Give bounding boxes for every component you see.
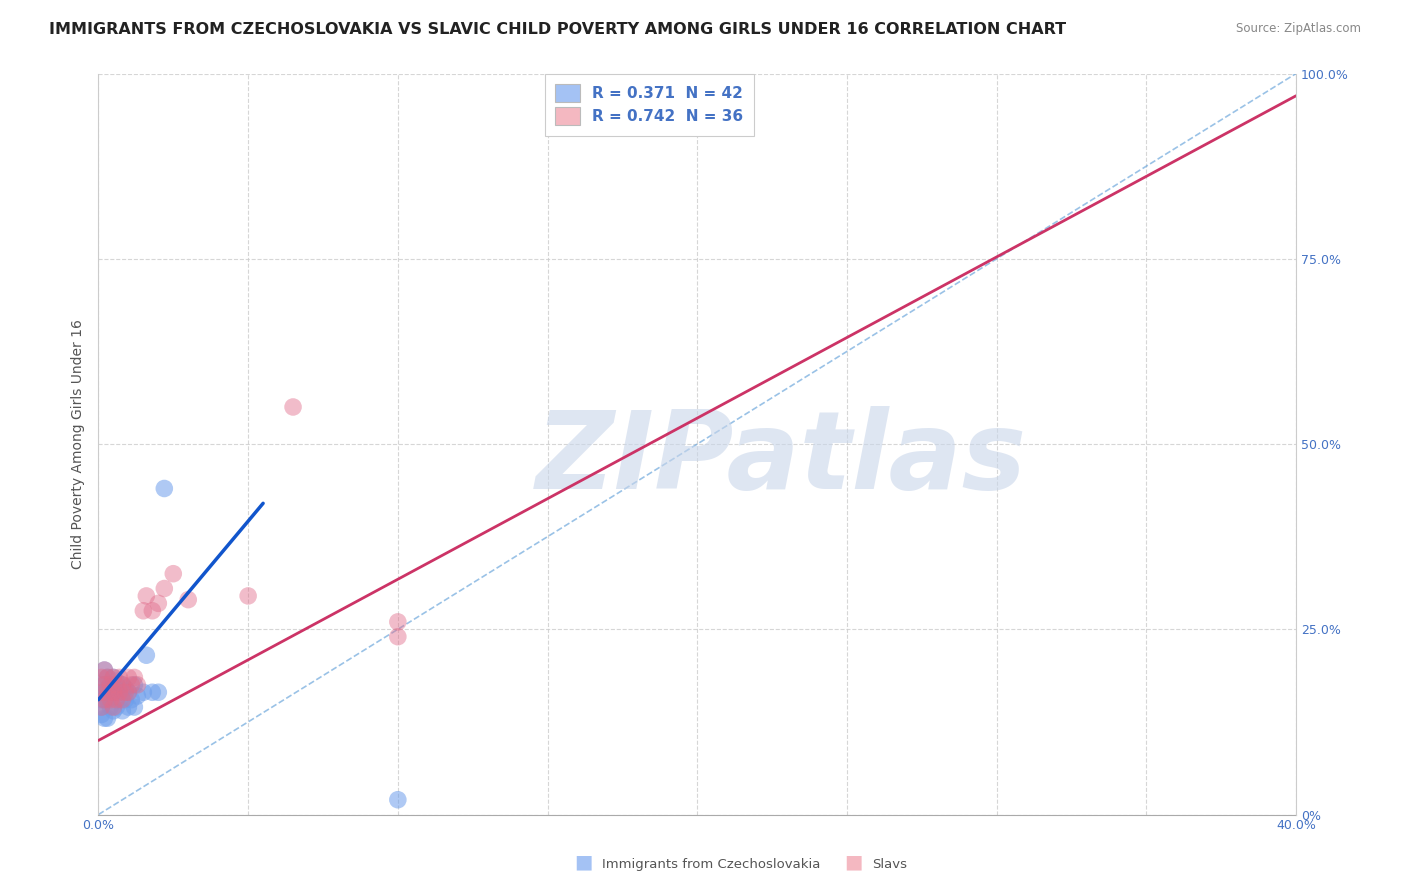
Point xyxy=(103,700,125,714)
Point xyxy=(148,685,170,699)
Point xyxy=(93,663,115,677)
Point xyxy=(90,692,112,706)
Point xyxy=(93,711,115,725)
Point xyxy=(387,793,409,807)
Point xyxy=(100,678,122,692)
Point xyxy=(93,692,115,706)
Point xyxy=(108,681,131,696)
Text: ■: ■ xyxy=(844,853,863,871)
Point xyxy=(105,678,128,692)
Point xyxy=(105,674,128,689)
Point xyxy=(105,685,128,699)
Point xyxy=(117,685,139,699)
Point xyxy=(90,678,112,692)
Point xyxy=(236,589,259,603)
Point xyxy=(105,700,128,714)
Text: Source: ZipAtlas.com: Source: ZipAtlas.com xyxy=(1236,22,1361,36)
Text: IMMIGRANTS FROM CZECHOSLOVAKIA VS SLAVIC CHILD POVERTY AMONG GIRLS UNDER 16 CORR: IMMIGRANTS FROM CZECHOSLOVAKIA VS SLAVIC… xyxy=(49,22,1066,37)
Point xyxy=(96,670,118,684)
Point xyxy=(132,685,155,699)
Point xyxy=(90,700,112,714)
Point xyxy=(103,670,125,684)
Point xyxy=(132,604,155,618)
Point xyxy=(281,400,304,414)
Point xyxy=(120,678,142,692)
Point xyxy=(108,670,131,684)
Point xyxy=(93,678,115,692)
Point xyxy=(141,604,163,618)
Point xyxy=(96,692,118,706)
Point xyxy=(100,678,122,692)
Point xyxy=(111,692,134,706)
Point xyxy=(90,685,112,699)
Point xyxy=(108,692,131,706)
Point xyxy=(100,685,122,699)
Text: ZIPatlas: ZIPatlas xyxy=(536,406,1026,512)
Point xyxy=(103,670,125,684)
Point xyxy=(148,596,170,610)
Text: Immigrants from Czechoslovakia: Immigrants from Czechoslovakia xyxy=(602,858,820,871)
Point xyxy=(127,678,149,692)
Point xyxy=(114,685,136,699)
Point xyxy=(135,648,157,663)
Point xyxy=(120,692,142,706)
Point xyxy=(100,692,122,706)
Point xyxy=(93,685,115,699)
Point xyxy=(117,670,139,684)
Point xyxy=(96,685,118,699)
Point xyxy=(93,678,115,692)
Point xyxy=(105,692,128,706)
Point xyxy=(100,700,122,714)
Point xyxy=(387,615,409,629)
Point xyxy=(103,685,125,699)
Point xyxy=(111,685,134,699)
Point xyxy=(111,678,134,692)
Point xyxy=(90,670,112,684)
Point xyxy=(124,670,146,684)
Point xyxy=(96,681,118,696)
Point xyxy=(111,704,134,718)
Legend: R = 0.371  N = 42, R = 0.742  N = 36: R = 0.371 N = 42, R = 0.742 N = 36 xyxy=(544,74,754,136)
Text: Slavs: Slavs xyxy=(872,858,907,871)
Point xyxy=(117,700,139,714)
Point xyxy=(153,582,176,596)
Point xyxy=(96,670,118,684)
Point xyxy=(90,707,112,722)
Text: ■: ■ xyxy=(574,853,593,871)
Point xyxy=(108,685,131,699)
Point xyxy=(96,711,118,725)
Point xyxy=(103,678,125,692)
Point xyxy=(127,689,149,703)
Point xyxy=(93,663,115,677)
Point xyxy=(114,681,136,696)
Point xyxy=(141,685,163,699)
Point xyxy=(90,700,112,714)
Point xyxy=(153,482,176,496)
Point xyxy=(114,692,136,706)
Point xyxy=(117,685,139,699)
Point xyxy=(124,700,146,714)
Point xyxy=(103,704,125,718)
Point xyxy=(162,566,184,581)
Point xyxy=(111,678,134,692)
Point xyxy=(177,592,200,607)
Point xyxy=(93,692,115,706)
Point xyxy=(135,589,157,603)
Point xyxy=(124,678,146,692)
Y-axis label: Child Poverty Among Girls Under 16: Child Poverty Among Girls Under 16 xyxy=(72,319,86,569)
Point xyxy=(103,685,125,699)
Point xyxy=(387,630,409,644)
